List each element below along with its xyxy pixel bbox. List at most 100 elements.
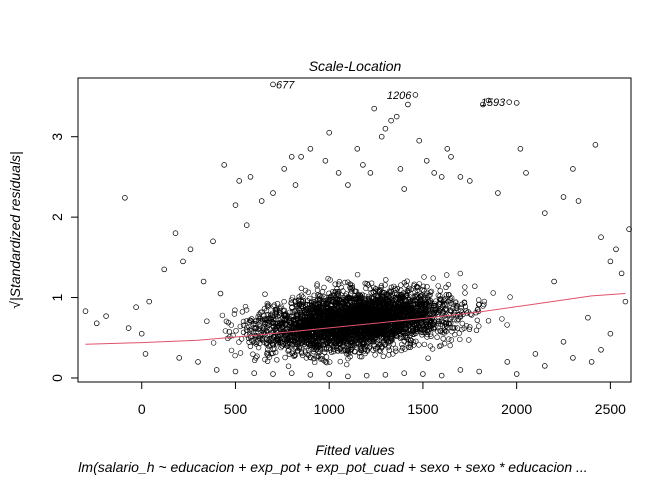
- data-point: [423, 158, 430, 164]
- residual-point: [265, 322, 272, 328]
- data-point: [247, 174, 254, 180]
- residual-point: [232, 307, 238, 313]
- residual-point: [314, 354, 320, 361]
- residual-point: [261, 326, 267, 332]
- points-layer: [82, 97, 632, 380]
- residual-point: [378, 318, 385, 324]
- residual-point: [436, 343, 443, 349]
- residual-point: [316, 321, 323, 327]
- residual-point: [369, 304, 375, 310]
- data-point: [551, 278, 557, 285]
- residual-point: [476, 302, 482, 308]
- residual-point: [282, 354, 288, 361]
- residual-point: [274, 301, 281, 307]
- residual-point: [305, 334, 312, 340]
- residual-point: [298, 298, 304, 304]
- residual-point: [372, 317, 378, 323]
- residual-point: [397, 293, 404, 300]
- residual-point: [338, 344, 344, 351]
- residual-point: [419, 308, 425, 314]
- data-point: [236, 178, 242, 184]
- residual-point: [387, 329, 393, 335]
- residual-point: [457, 336, 463, 343]
- data-point: [598, 234, 604, 240]
- residual-point: [249, 326, 255, 332]
- data-point: [187, 246, 194, 253]
- residual-point: [264, 358, 271, 364]
- data-point: [93, 320, 100, 327]
- residual-point: [262, 291, 268, 297]
- residual-point: [420, 312, 427, 318]
- data-point: [513, 100, 520, 106]
- residual-point: [445, 292, 452, 298]
- residual-point: [347, 281, 353, 287]
- residual-point: [448, 300, 454, 306]
- residual-point: [375, 298, 381, 304]
- residual-point: [421, 341, 428, 348]
- residual-point: [238, 336, 245, 342]
- residual-point: [298, 323, 304, 330]
- residual-point: [414, 287, 420, 294]
- data-point: [161, 266, 167, 273]
- residual-point: [462, 284, 468, 290]
- residual-point: [381, 309, 387, 315]
- residual-point: [230, 332, 236, 339]
- residual-point: [354, 308, 360, 315]
- residual-point: [246, 319, 252, 326]
- residual-point: [413, 318, 419, 324]
- residual-point: [322, 334, 328, 340]
- data-point: [133, 304, 139, 310]
- residual-point: [382, 332, 388, 338]
- residual-point: [318, 356, 324, 362]
- data-point: [142, 351, 149, 357]
- residual-point: [370, 296, 377, 302]
- residual-point: [292, 329, 298, 336]
- residual-point: [303, 307, 309, 313]
- residual-point: [328, 349, 335, 355]
- residual-point: [343, 297, 350, 303]
- x-axis: 0 500 1000 1500 2000 2500: [138, 382, 626, 417]
- residual-point: [362, 280, 368, 286]
- residual-point: [336, 310, 343, 316]
- residual-point: [357, 334, 364, 340]
- residual-point: [310, 335, 316, 342]
- residual-point: [405, 288, 411, 294]
- residual-point: [278, 344, 284, 351]
- residual-point: [400, 306, 406, 312]
- residual-point: [250, 351, 256, 357]
- residual-point: [405, 318, 411, 325]
- data-point: [588, 359, 595, 365]
- residual-point: [416, 298, 423, 305]
- residual-point: [358, 305, 364, 312]
- data-point: [517, 146, 524, 152]
- residual-point: [425, 355, 431, 361]
- residual-point: [378, 335, 384, 341]
- residual-point: [332, 281, 338, 287]
- residual-point: [317, 312, 323, 318]
- residual-point: [270, 303, 277, 310]
- residual-point: [490, 290, 496, 296]
- residual-point: [374, 332, 381, 339]
- data-point: [397, 166, 404, 172]
- residual-point: [376, 304, 382, 311]
- residual-point: [332, 289, 338, 295]
- residual-point: [447, 342, 453, 349]
- residual-point: [420, 283, 427, 289]
- residual-point: [228, 322, 235, 328]
- residual-point: [219, 312, 226, 319]
- residual-point: [255, 333, 262, 340]
- residual-point: [441, 330, 448, 336]
- residual-point: [342, 293, 348, 299]
- residual-point: [403, 332, 409, 339]
- residual-point: [284, 335, 291, 342]
- residual-point: [366, 300, 372, 306]
- residual-point: [324, 359, 330, 366]
- residual-point: [402, 306, 408, 312]
- residual-point: [407, 340, 414, 346]
- residual-point: [343, 322, 349, 328]
- residual-point: [393, 348, 399, 354]
- residual-point: [305, 341, 312, 347]
- residual-point: [391, 314, 397, 320]
- residual-point: [392, 345, 399, 352]
- residual-point: [275, 337, 281, 343]
